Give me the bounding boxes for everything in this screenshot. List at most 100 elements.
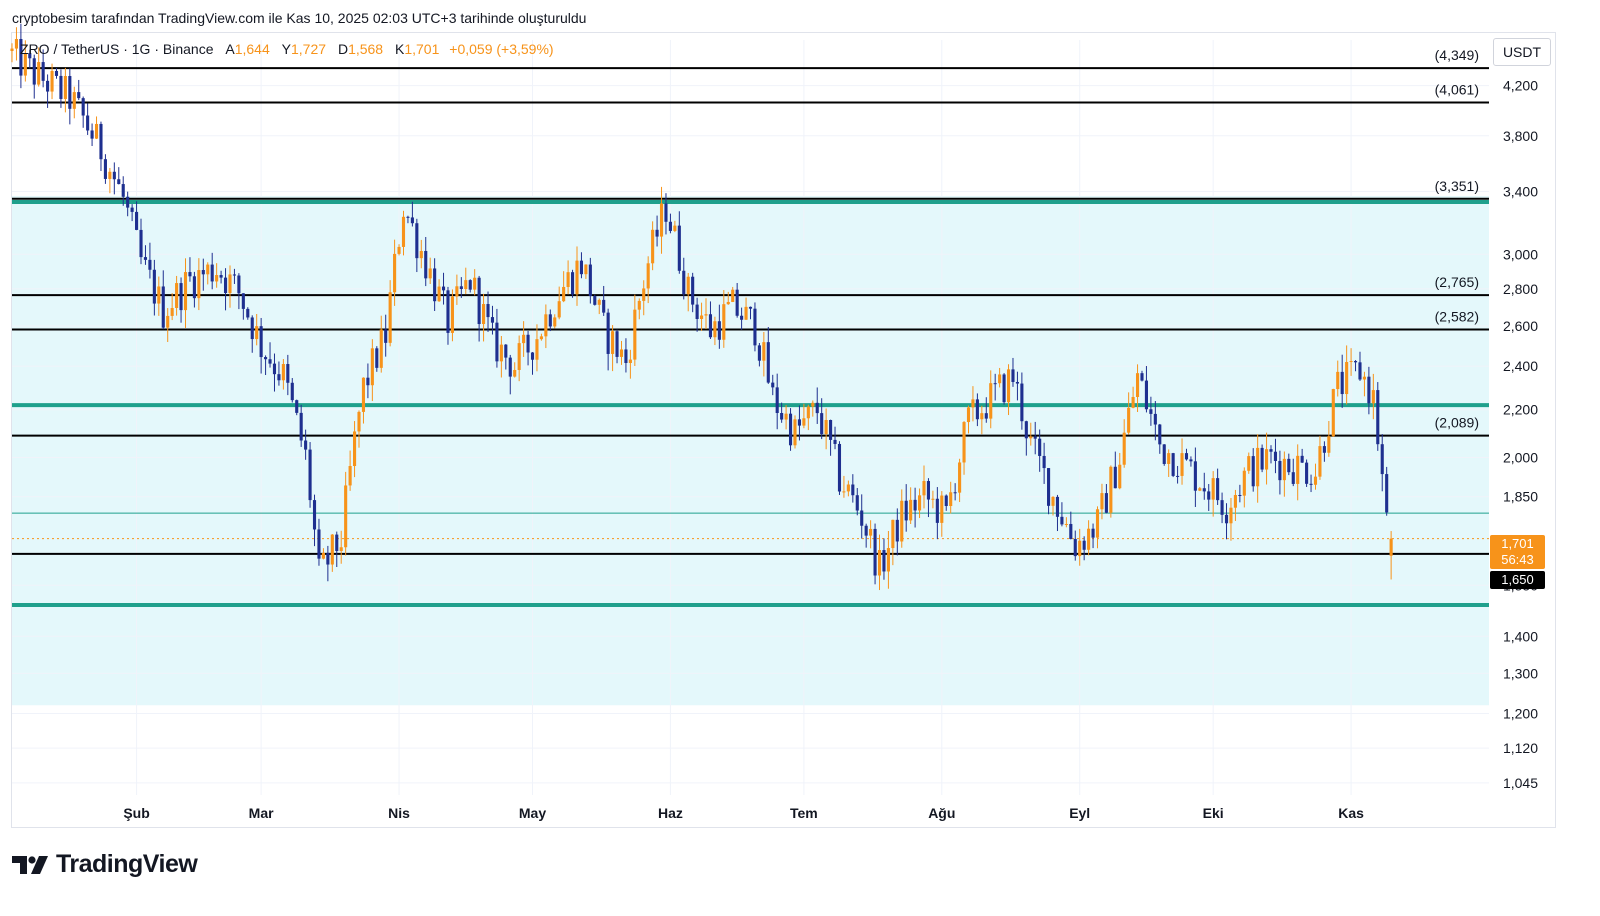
candle-body	[46, 80, 50, 92]
candle-body	[508, 357, 512, 377]
candle-body	[913, 499, 917, 511]
y-tick-label: 2,400	[1503, 358, 1538, 374]
candle-body	[264, 357, 268, 360]
candle-body	[1131, 396, 1135, 408]
candle-body	[415, 223, 419, 259]
candle-body	[579, 260, 584, 275]
symbol-label[interactable]: ZRO / TetherUS · 1G · Binance	[20, 41, 214, 57]
candle-body	[713, 321, 717, 338]
candle-body	[917, 495, 922, 511]
candle-body	[846, 484, 850, 492]
candle-body	[290, 382, 294, 401]
y-tick-label: 2,000	[1503, 449, 1538, 465]
candle-body	[1144, 380, 1148, 410]
candle-body	[90, 130, 94, 139]
candle-body	[14, 38, 19, 49]
candle-body	[370, 348, 374, 386]
low-value: 1,568	[348, 41, 384, 57]
current-price-value: 1,701	[1501, 536, 1534, 551]
candle-body	[1162, 444, 1166, 464]
candle-body	[86, 115, 90, 131]
candle-body	[1247, 456, 1251, 471]
candle-body	[1353, 361, 1358, 363]
candle-body	[10, 48, 14, 52]
candle-body	[1233, 495, 1237, 508]
candle-body	[206, 264, 210, 275]
y-tick-label: 1,120	[1503, 740, 1538, 756]
candle-body	[1260, 447, 1264, 470]
candle-body	[455, 286, 459, 297]
level-label: (2,765)	[1435, 274, 1479, 290]
candle-body	[117, 179, 121, 185]
candle-body	[477, 277, 481, 325]
candle-body	[513, 369, 517, 377]
candle-body	[980, 413, 984, 420]
open-label: A	[225, 41, 235, 57]
candle-body	[820, 413, 824, 435]
candle-body	[833, 439, 837, 444]
candle-body	[384, 329, 388, 343]
tradingview-logo[interactable]: TradingView	[12, 850, 198, 879]
candle-body	[1229, 507, 1233, 524]
price-axis: 4,200 3,800 3,400 3,000 2,800 2,600 2,400 2,200…	[1503, 78, 1538, 791]
candle-body	[1291, 472, 1295, 484]
candle-body	[103, 159, 107, 179]
candle-body	[811, 402, 815, 407]
candle-body	[161, 286, 165, 328]
candle-body	[255, 326, 259, 340]
candle-body	[32, 58, 36, 85]
candle-body	[482, 304, 486, 325]
candle-body	[459, 286, 463, 290]
candle-body	[121, 184, 125, 197]
candle-body	[797, 419, 801, 426]
candle-body	[753, 308, 757, 346]
candle-body	[312, 500, 317, 530]
chart-frame	[11, 32, 1556, 828]
candle-body	[1242, 470, 1246, 496]
candle-body	[1376, 390, 1380, 445]
candle-body	[237, 275, 241, 294]
candle-body	[695, 304, 699, 319]
candle-body	[41, 62, 45, 81]
candle-body	[357, 411, 361, 432]
candle-body	[735, 289, 739, 316]
candle-body	[949, 492, 953, 507]
candle-body	[1211, 478, 1215, 500]
candle-body	[1362, 376, 1366, 380]
candle-body	[829, 420, 833, 440]
candle-body	[1198, 488, 1202, 491]
candle-body	[197, 270, 201, 299]
candle-body	[401, 216, 406, 247]
candle-body	[633, 309, 637, 360]
candle-body	[1224, 514, 1229, 524]
change-value: +0,059 (+3,59%)	[449, 41, 554, 57]
candle-body	[37, 62, 41, 85]
candle-body	[570, 272, 575, 295]
candle-body	[731, 289, 735, 302]
candle-body	[802, 418, 806, 426]
candle-body	[250, 317, 254, 340]
candle-body	[522, 334, 526, 344]
candle-body	[1082, 540, 1086, 550]
candle-body	[1269, 449, 1273, 452]
candle-body	[1153, 413, 1157, 425]
candle-body	[1015, 381, 1019, 384]
candle-body	[998, 374, 1002, 384]
candle-body	[691, 276, 695, 305]
candle-body	[1095, 509, 1100, 538]
candle-body	[286, 364, 290, 383]
candle-body	[1047, 468, 1051, 506]
candle-body	[1176, 475, 1180, 477]
candle-body	[1091, 528, 1095, 538]
candle-body	[304, 440, 308, 450]
candle-body	[232, 274, 236, 276]
candle-body	[1216, 478, 1220, 501]
candle-body	[1029, 436, 1033, 439]
candle-body	[1078, 540, 1082, 557]
candlestick-series	[10, 23, 1393, 591]
candle-body	[588, 264, 592, 297]
candle-body	[308, 449, 312, 501]
currency-unit-button[interactable]: USDT	[1493, 38, 1551, 66]
current-price-tag: 1,701 56:43	[1490, 535, 1545, 569]
